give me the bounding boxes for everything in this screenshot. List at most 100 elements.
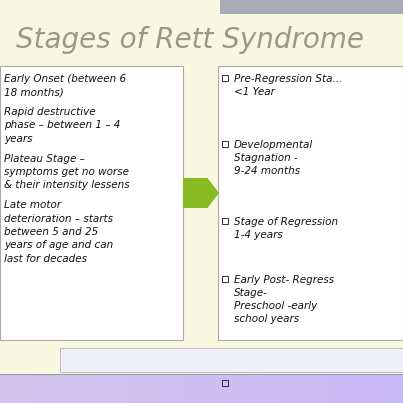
FancyBboxPatch shape: [85, 375, 91, 403]
FancyBboxPatch shape: [222, 375, 228, 403]
FancyBboxPatch shape: [20, 375, 26, 403]
FancyBboxPatch shape: [186, 375, 192, 403]
Text: Stages of Rett Syndrome: Stages of Rett Syndrome: [16, 26, 364, 54]
FancyBboxPatch shape: [226, 375, 233, 403]
FancyBboxPatch shape: [257, 375, 263, 403]
FancyBboxPatch shape: [312, 375, 318, 403]
FancyBboxPatch shape: [116, 375, 122, 403]
FancyBboxPatch shape: [338, 375, 343, 403]
FancyBboxPatch shape: [45, 375, 51, 403]
FancyBboxPatch shape: [378, 375, 384, 403]
FancyBboxPatch shape: [35, 375, 41, 403]
FancyBboxPatch shape: [287, 375, 293, 403]
FancyBboxPatch shape: [65, 375, 71, 403]
FancyBboxPatch shape: [91, 375, 97, 403]
Text: years of age and can: years of age and can: [4, 241, 113, 251]
FancyBboxPatch shape: [292, 375, 298, 403]
Text: school years: school years: [234, 314, 299, 324]
Text: Pre-Regression Sta...: Pre-Regression Sta...: [234, 74, 342, 84]
FancyBboxPatch shape: [212, 375, 218, 403]
FancyBboxPatch shape: [181, 375, 187, 403]
FancyBboxPatch shape: [60, 348, 403, 372]
Text: deterioration – starts: deterioration – starts: [4, 214, 113, 224]
Text: 18 months): 18 months): [4, 87, 64, 98]
FancyBboxPatch shape: [277, 375, 283, 403]
FancyBboxPatch shape: [383, 375, 389, 403]
FancyBboxPatch shape: [166, 375, 172, 403]
FancyBboxPatch shape: [121, 375, 127, 403]
FancyBboxPatch shape: [388, 375, 394, 403]
FancyBboxPatch shape: [56, 375, 61, 403]
FancyBboxPatch shape: [237, 375, 243, 403]
FancyBboxPatch shape: [156, 375, 162, 403]
Text: Late motor: Late motor: [4, 200, 61, 210]
Text: last for decades: last for decades: [4, 254, 87, 264]
Text: years: years: [4, 134, 33, 144]
FancyBboxPatch shape: [332, 375, 339, 403]
FancyBboxPatch shape: [191, 375, 197, 403]
Text: 1-4 years: 1-4 years: [234, 230, 283, 240]
FancyBboxPatch shape: [267, 375, 273, 403]
Text: 9-24 months: 9-24 months: [234, 166, 300, 176]
Text: between 5 and 25: between 5 and 25: [4, 227, 98, 237]
FancyBboxPatch shape: [242, 375, 248, 403]
FancyBboxPatch shape: [146, 375, 152, 403]
Polygon shape: [183, 178, 219, 208]
Text: Rapid destructive: Rapid destructive: [4, 107, 96, 117]
FancyBboxPatch shape: [141, 375, 147, 403]
FancyBboxPatch shape: [0, 375, 6, 403]
Text: Plateau Stage –: Plateau Stage –: [4, 154, 85, 164]
FancyBboxPatch shape: [347, 375, 353, 403]
FancyBboxPatch shape: [322, 375, 328, 403]
Text: Early Post- Regress: Early Post- Regress: [234, 275, 334, 285]
FancyBboxPatch shape: [272, 375, 278, 403]
FancyBboxPatch shape: [202, 375, 208, 403]
Text: Late Post- Regress..: Late Post- Regress..: [234, 379, 337, 389]
FancyBboxPatch shape: [71, 375, 77, 403]
FancyBboxPatch shape: [136, 375, 142, 403]
FancyBboxPatch shape: [373, 375, 379, 403]
FancyBboxPatch shape: [0, 66, 183, 340]
FancyBboxPatch shape: [10, 375, 16, 403]
FancyBboxPatch shape: [327, 375, 333, 403]
FancyBboxPatch shape: [220, 0, 403, 14]
FancyBboxPatch shape: [307, 375, 313, 403]
FancyBboxPatch shape: [30, 375, 36, 403]
FancyBboxPatch shape: [302, 375, 308, 403]
FancyBboxPatch shape: [247, 375, 253, 403]
FancyBboxPatch shape: [177, 375, 182, 403]
FancyBboxPatch shape: [206, 375, 212, 403]
FancyBboxPatch shape: [232, 375, 238, 403]
Text: <1 Year: <1 Year: [234, 87, 275, 97]
FancyBboxPatch shape: [363, 375, 369, 403]
FancyBboxPatch shape: [96, 375, 102, 403]
FancyBboxPatch shape: [368, 375, 374, 403]
Text: & their intensity lessens: & their intensity lessens: [4, 181, 130, 191]
FancyBboxPatch shape: [50, 375, 56, 403]
Text: Early Onset (between 6: Early Onset (between 6: [4, 74, 126, 84]
FancyBboxPatch shape: [5, 375, 11, 403]
FancyBboxPatch shape: [217, 375, 222, 403]
Text: symptoms get no worse: symptoms get no worse: [4, 167, 129, 177]
FancyBboxPatch shape: [60, 375, 66, 403]
FancyBboxPatch shape: [151, 375, 157, 403]
FancyBboxPatch shape: [111, 375, 117, 403]
FancyBboxPatch shape: [197, 375, 202, 403]
FancyBboxPatch shape: [282, 375, 288, 403]
Text: Stage of Regression: Stage of Regression: [234, 217, 338, 227]
FancyBboxPatch shape: [76, 375, 81, 403]
FancyBboxPatch shape: [171, 375, 177, 403]
FancyBboxPatch shape: [161, 375, 167, 403]
FancyBboxPatch shape: [25, 375, 31, 403]
FancyBboxPatch shape: [40, 375, 46, 403]
FancyBboxPatch shape: [106, 375, 112, 403]
FancyBboxPatch shape: [101, 375, 107, 403]
FancyBboxPatch shape: [297, 375, 303, 403]
FancyBboxPatch shape: [81, 375, 87, 403]
FancyBboxPatch shape: [343, 375, 349, 403]
FancyBboxPatch shape: [126, 375, 132, 403]
FancyBboxPatch shape: [15, 375, 21, 403]
FancyBboxPatch shape: [252, 375, 258, 403]
Text: stage -: stage -: [234, 392, 270, 402]
FancyBboxPatch shape: [358, 375, 364, 403]
